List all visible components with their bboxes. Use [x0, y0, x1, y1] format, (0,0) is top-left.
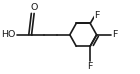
Text: F: F [88, 62, 93, 71]
Text: O: O [30, 3, 38, 12]
Text: F: F [94, 11, 99, 20]
Text: F: F [112, 30, 117, 39]
Text: HO: HO [1, 30, 16, 39]
